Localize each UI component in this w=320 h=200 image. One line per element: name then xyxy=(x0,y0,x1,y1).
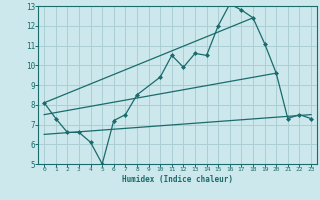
X-axis label: Humidex (Indice chaleur): Humidex (Indice chaleur) xyxy=(122,175,233,184)
